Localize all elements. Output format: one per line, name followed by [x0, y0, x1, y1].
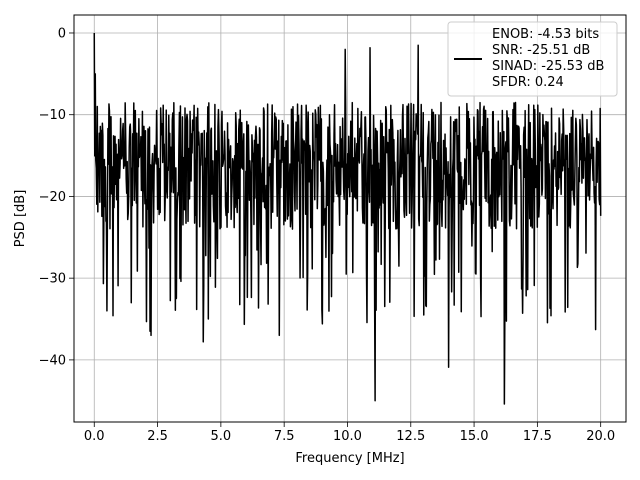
y-axis: 0 −10 −20 −30 −40	[39, 26, 74, 368]
x-tick-label: 17.5	[523, 429, 552, 444]
x-tick-label: 0.0	[84, 429, 105, 444]
x-tick-label: 15.0	[460, 429, 489, 444]
y-tick-label: −10	[39, 108, 66, 123]
x-tick-label: 10.0	[333, 429, 362, 444]
y-tick-label: −20	[39, 190, 66, 205]
legend-sinad: SINAD: -25.53 dB	[492, 59, 604, 74]
x-axis: 0.0 2.5 5.0 7.5 10.0 12.5 15.0 17.5 20.0	[84, 422, 615, 444]
y-tick-label: −40	[39, 353, 66, 368]
series-group	[93, 32, 602, 405]
y-tick-label: 0	[58, 26, 66, 41]
y-axis-label: PSD [dB]	[13, 190, 28, 248]
x-axis-label: Frequency [MHz]	[295, 451, 404, 466]
plot-frame	[73, 14, 627, 423]
x-tick-label: 20.0	[586, 429, 615, 444]
legend: ENOB: -4.53 bits SNR: -25.51 dB SINAD: -…	[447, 21, 618, 97]
x-tick-label: 2.5	[147, 429, 168, 444]
x-tick-label: 12.5	[396, 429, 425, 444]
legend-enob: ENOB: -4.53 bits	[492, 27, 599, 42]
psd-series-line	[93, 32, 602, 405]
x-tick-label: 5.0	[211, 429, 232, 444]
legend-snr: SNR: -25.51 dB	[492, 43, 590, 58]
legend-box	[447, 21, 618, 97]
x-tick-label: 7.5	[274, 429, 295, 444]
legend-sfdr: SFDR: 0.24	[492, 75, 564, 90]
y-tick-label: −30	[39, 272, 66, 287]
